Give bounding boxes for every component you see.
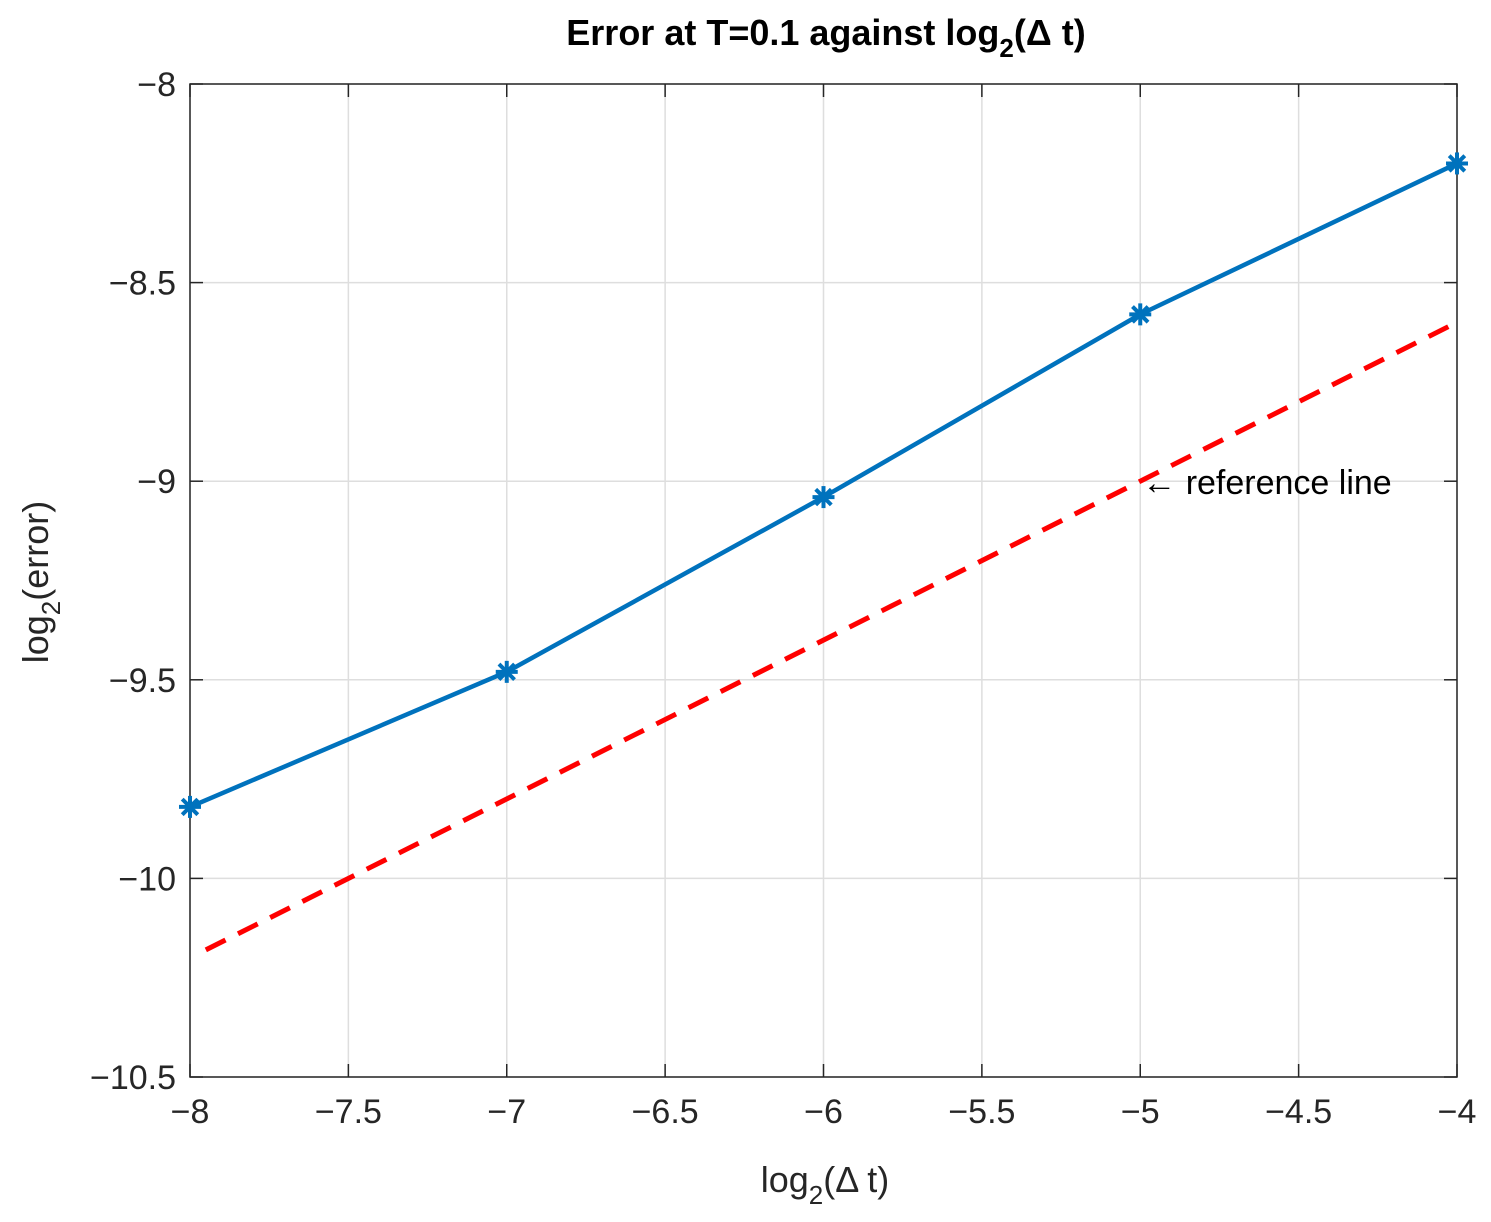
x-tick-label: −7: [487, 1093, 526, 1131]
annotations: ← reference line: [1142, 464, 1391, 502]
x-tick-label: −8: [171, 1093, 210, 1131]
series-line-2: [204, 320, 1459, 953]
marker-stroke: [1131, 305, 1150, 324]
title-main: Error at T=0.1 against log: [566, 12, 999, 53]
x-tick-label: −6: [804, 1093, 843, 1131]
x-tick-label: −7.5: [315, 1093, 382, 1131]
grid: [189, 83, 1458, 1078]
y-tick-label: −8: [137, 66, 176, 104]
data-point-marker: [812, 486, 835, 509]
title-tail: (Δ t): [1014, 12, 1086, 53]
data-point-marker: [1129, 303, 1152, 326]
title-subscript: 2: [999, 33, 1013, 63]
ylabel-main: log: [15, 615, 56, 663]
xlabel-subscript: 2: [809, 1180, 823, 1210]
y-tick-label: −9: [137, 463, 176, 501]
xlabel-tail: (Δ t): [823, 1159, 889, 1200]
axis-ticks: −8 −7.5 −7 −6.5 −6 −5.5 −5 −4.5 −4 −10.5 −10 −9.5 −9…: [90, 66, 1476, 1131]
data-point-marker: [179, 795, 201, 818]
x-tick-label: −4: [1438, 1093, 1477, 1131]
marker-stroke: [497, 662, 516, 682]
y-tick-label: −10.5: [90, 1059, 176, 1097]
y-tick-label: −9.5: [109, 662, 176, 700]
data-point-marker: [495, 660, 518, 683]
data-point-marker: [1446, 152, 1468, 175]
marker-stroke: [180, 797, 200, 817]
x-tick-label: −6.5: [632, 1093, 699, 1131]
x-tick-label: −5.5: [948, 1093, 1015, 1131]
ylabel-subscript: 2: [36, 601, 66, 615]
xlabel-main: log: [761, 1159, 809, 1200]
marker-stroke: [814, 487, 833, 507]
x-axis-label: log2(Δ t): [761, 1159, 890, 1210]
y-tick-label: −8.5: [109, 265, 176, 303]
y-axis-label: log2(error): [15, 501, 66, 664]
x-tick-label: −5: [1121, 1093, 1160, 1131]
ylabel-tail: (error): [15, 501, 56, 601]
chart-title: Error at T=0.1 against log2(Δ t): [566, 12, 1085, 63]
marker-stroke: [1447, 154, 1467, 173]
annotation-reference-line: ← reference line: [1142, 464, 1391, 502]
x-tick-label: −4.5: [1265, 1093, 1332, 1131]
y-tick-label: −10: [118, 860, 176, 898]
series-group: [179, 152, 1468, 953]
